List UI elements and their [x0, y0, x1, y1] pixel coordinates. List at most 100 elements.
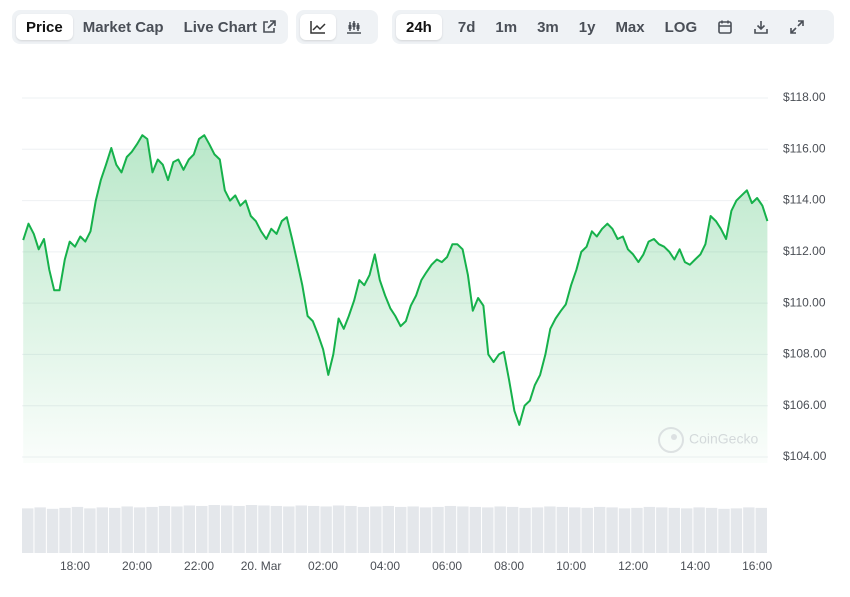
volume-bar	[469, 506, 482, 553]
download-icon	[754, 21, 768, 34]
volume-bar	[457, 506, 469, 553]
volume-bar	[668, 507, 680, 553]
volume-bar	[320, 506, 332, 553]
x-tick-label: 02:00	[308, 559, 338, 573]
volume-bar	[382, 505, 394, 553]
volume-bar	[569, 507, 581, 553]
calendar-icon	[718, 20, 732, 34]
range-button[interactable]: 1m	[495, 18, 518, 36]
range-button[interactable]: 3m	[537, 18, 559, 36]
volume-bar	[531, 507, 544, 553]
volume-bar	[121, 506, 133, 553]
volume-bar	[581, 507, 593, 553]
x-tick-label: 18:00	[60, 559, 90, 573]
chart-type-toolbar	[296, 10, 378, 44]
volume-bar	[730, 508, 743, 553]
volume-bar	[146, 506, 158, 553]
volume-bar	[494, 506, 506, 553]
volume-bar	[59, 507, 71, 553]
volume-bar	[183, 505, 196, 553]
volume-bar	[656, 507, 668, 553]
volume-bar	[718, 508, 730, 553]
volume-bar	[693, 507, 705, 553]
button-label: Live Chart	[183, 18, 257, 36]
volume-bar	[556, 506, 569, 553]
volume-bar	[544, 506, 556, 553]
volume-bar	[96, 507, 109, 553]
volume-bar	[618, 508, 631, 553]
volume-bar	[643, 506, 656, 553]
range-button[interactable]: 1y	[578, 18, 596, 36]
view-button[interactable]: Live Chart	[174, 14, 280, 40]
volume-bar	[482, 507, 494, 553]
volume-bar	[46, 508, 59, 553]
watermark-logo	[658, 427, 684, 453]
volume-bar	[208, 505, 220, 553]
volume-bar	[84, 508, 96, 553]
expand-icon	[790, 20, 804, 34]
x-tick-label: 20. Mar	[241, 559, 282, 573]
volume-bar	[283, 506, 295, 553]
volume-bar	[307, 505, 320, 553]
y-tick-label: $114.00	[783, 193, 826, 207]
volume-bar	[370, 506, 382, 553]
y-tick-label: $112.00	[783, 244, 826, 258]
calendar-button[interactable]	[707, 14, 743, 40]
volume-bar	[593, 506, 606, 553]
watermark-text: CoinGecko	[689, 431, 758, 447]
line-chart-button[interactable]	[300, 14, 336, 40]
log-button[interactable]: LOG	[664, 18, 698, 36]
volume-bar	[332, 505, 345, 553]
external-link-icon	[263, 20, 276, 33]
download-button[interactable]	[743, 14, 779, 40]
volume-bar	[245, 505, 258, 553]
x-tick-label: 22:00	[184, 559, 214, 573]
volume-bar	[705, 507, 718, 553]
y-tick-label: $106.00	[783, 398, 827, 412]
line-icon	[310, 21, 326, 34]
volume-bar	[519, 507, 531, 553]
volume-bar	[755, 507, 767, 553]
volume-bar	[743, 507, 755, 553]
x-tick-label: 16:00	[742, 559, 772, 573]
volume-bar	[133, 507, 146, 553]
volume-bar	[34, 507, 46, 553]
range-button[interactable]: 24h	[396, 14, 442, 40]
price-area	[23, 135, 768, 463]
range-button[interactable]: 7d	[457, 18, 476, 36]
volume-bar	[345, 505, 357, 553]
volume-bar	[444, 505, 457, 553]
watermark: CoinGecko	[658, 427, 758, 453]
view-button[interactable]: Market Cap	[82, 18, 164, 36]
volume-bar	[631, 507, 643, 553]
view-button[interactable]: Price	[16, 14, 73, 40]
volume-bar	[407, 506, 419, 553]
volume-bar	[295, 505, 307, 553]
volume-bar	[71, 506, 84, 553]
volume-bar	[419, 507, 432, 553]
x-tick-label: 06:00	[432, 559, 462, 573]
y-tick-label: $108.00	[783, 347, 827, 361]
candle-chart-button[interactable]	[336, 14, 372, 40]
x-tick-label: 10:00	[556, 559, 586, 573]
fullscreen-button[interactable]	[779, 14, 815, 40]
price-line	[22, 134, 769, 426]
volume-bar	[680, 508, 693, 553]
view-toolbar: Price Market Cap Live Chart	[12, 10, 288, 44]
y-tick-label: $116.00	[783, 141, 826, 155]
y-tick-label: $110.00	[783, 295, 826, 309]
volume-bar	[357, 506, 370, 553]
candle-icon	[347, 21, 361, 34]
x-tick-label: 08:00	[494, 559, 524, 573]
range-button[interactable]: Max	[615, 18, 645, 36]
volume-bar	[258, 505, 270, 553]
volume-bar	[171, 506, 183, 553]
volume-bar	[196, 505, 208, 553]
volume-bar	[432, 506, 444, 553]
volume-bar	[270, 505, 283, 553]
volume-bar	[220, 505, 233, 553]
x-tick-label: 14:00	[680, 559, 710, 573]
volume-bar	[233, 505, 245, 553]
